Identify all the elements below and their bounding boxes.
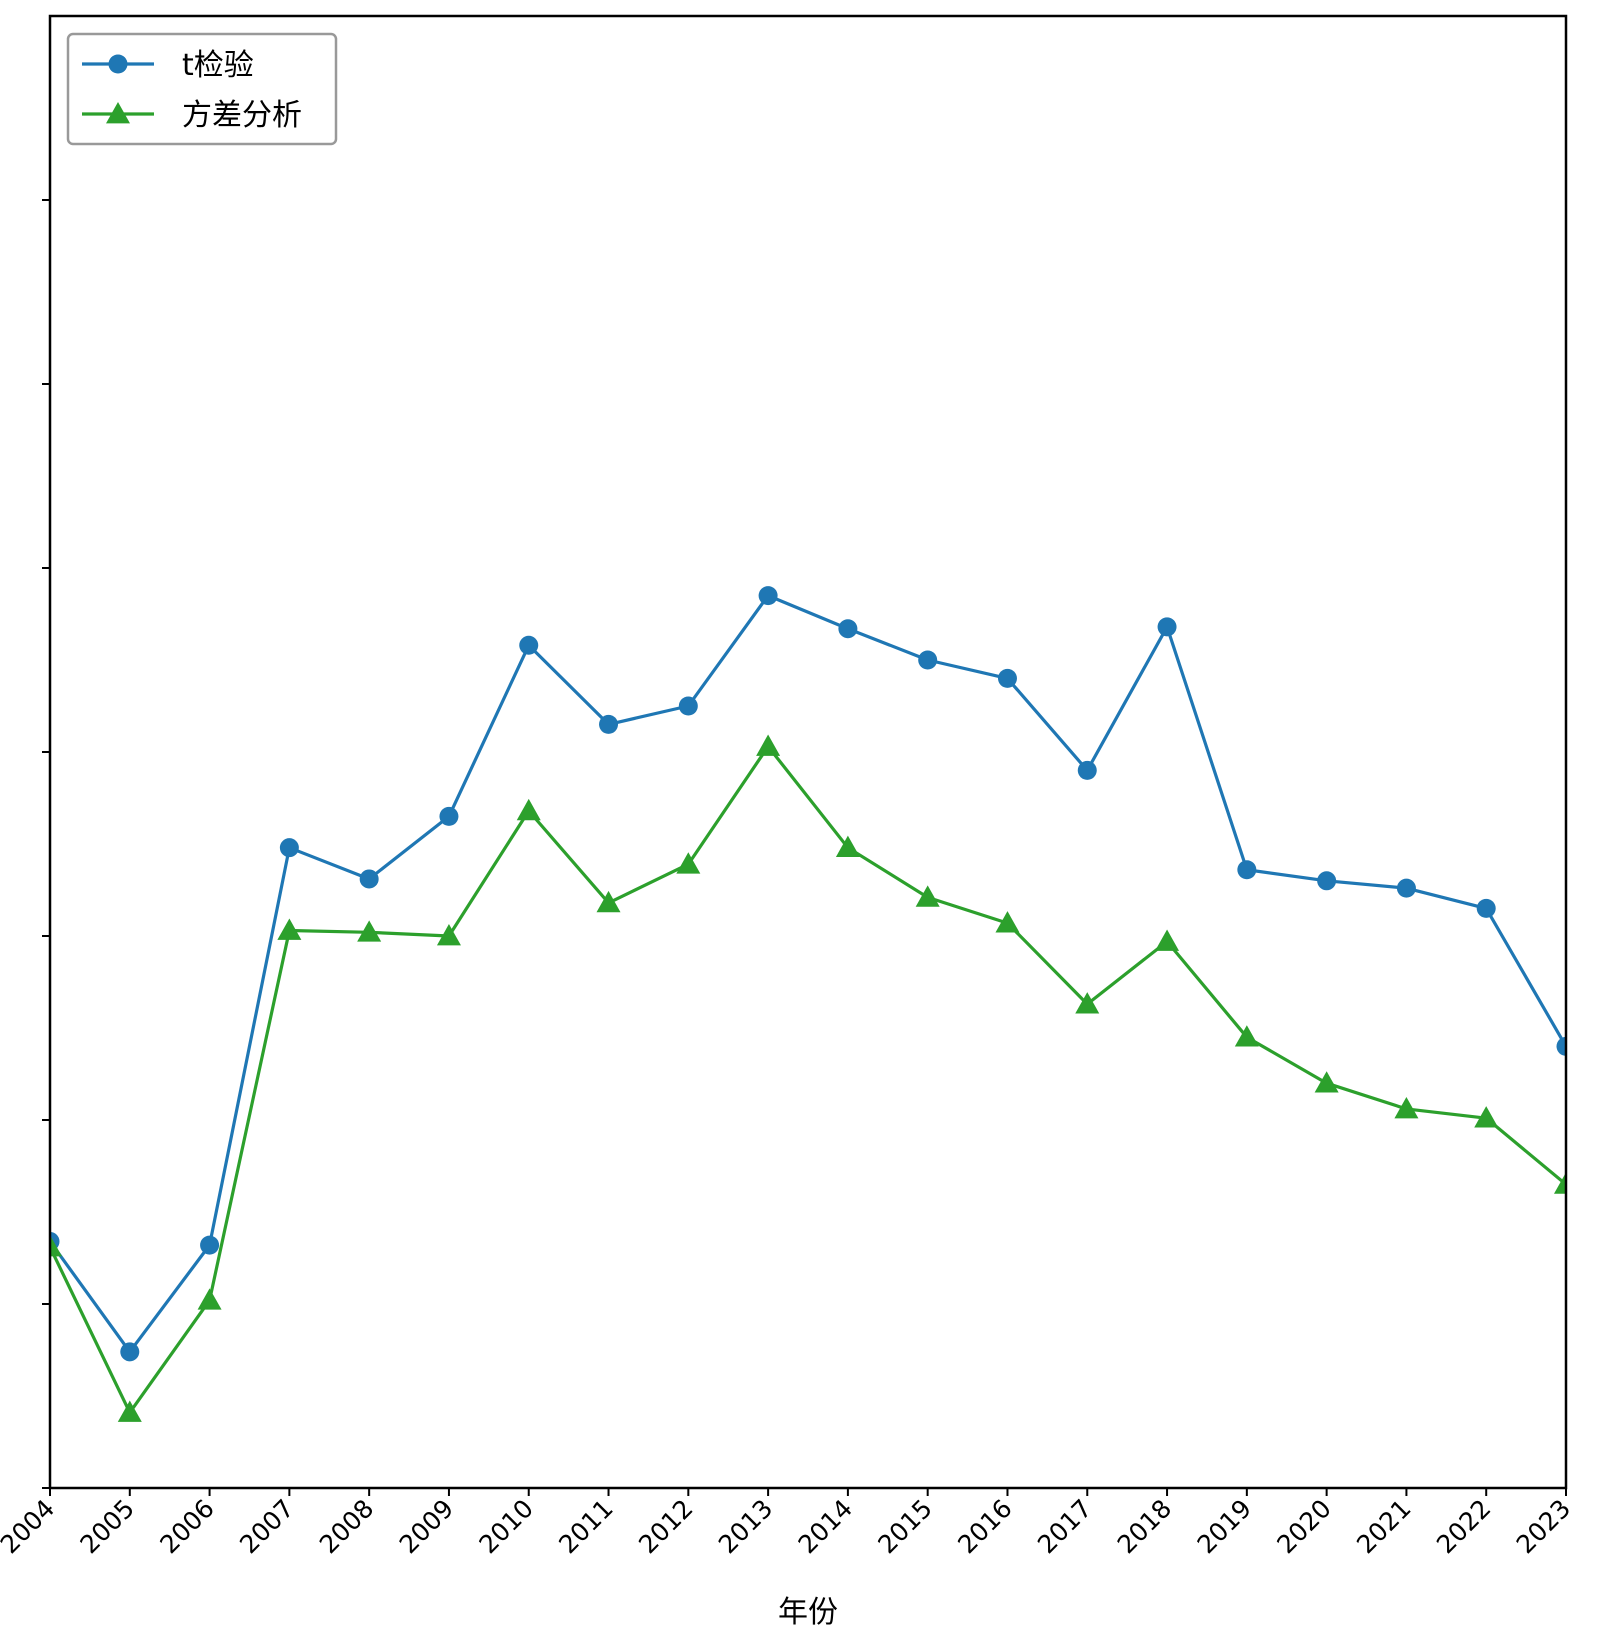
data-point — [1155, 929, 1180, 951]
data-point — [357, 920, 382, 942]
legend-item: 方差分析 — [82, 98, 302, 133]
x-tick-label: 2013 — [713, 1494, 778, 1559]
x-tick-label: 2010 — [473, 1494, 538, 1559]
data-point — [1317, 871, 1337, 891]
data-point — [1474, 1106, 1499, 1128]
data-point — [1396, 878, 1416, 898]
data-point — [1554, 1172, 1566, 1194]
x-tick-label: 2008 — [314, 1494, 379, 1559]
data-point — [1394, 1096, 1419, 1119]
data-point — [1234, 1025, 1259, 1047]
x-tick-label: 2012 — [633, 1494, 698, 1559]
plot-frame — [48, 14, 1568, 1490]
legend-item: t检验 — [82, 48, 254, 83]
x-tick-label: 2004 — [0, 1494, 60, 1559]
data-point — [50, 1234, 62, 1257]
data-point — [676, 852, 701, 874]
data-point — [279, 838, 299, 858]
data-point — [277, 918, 302, 940]
x-tick-label: 2021 — [1351, 1494, 1416, 1559]
data-point — [436, 924, 461, 946]
data-point — [599, 714, 619, 734]
data-point — [915, 885, 940, 907]
series-layer — [50, 586, 1566, 1422]
data-point — [439, 806, 459, 826]
data-point — [197, 1288, 222, 1310]
legend-marker — [106, 102, 130, 124]
data-point — [838, 619, 858, 639]
x-tick-label: 2006 — [154, 1494, 219, 1559]
legend-label: 方差分析 — [182, 98, 302, 133]
x-tick-label: 2005 — [75, 1494, 140, 1559]
x-tick-label: 2018 — [1112, 1494, 1177, 1559]
data-point — [995, 911, 1020, 933]
x-tick-label: 2017 — [1032, 1494, 1097, 1559]
data-point — [758, 586, 778, 606]
data-point — [1476, 898, 1496, 918]
data-point — [1077, 760, 1097, 780]
series-line — [50, 593, 1566, 1354]
series-line — [50, 744, 1566, 1415]
x-tick-label: 2019 — [1192, 1494, 1257, 1559]
legend-box — [66, 32, 338, 146]
data-point — [1157, 617, 1177, 637]
data-point — [519, 635, 539, 655]
legend-marker — [108, 54, 128, 74]
data-point — [1237, 860, 1257, 880]
data-point — [835, 835, 860, 858]
data-point — [1556, 1036, 1566, 1056]
data-point — [997, 668, 1017, 688]
data-point — [117, 1400, 142, 1422]
data-point — [918, 650, 938, 670]
x-tick-label: 2022 — [1431, 1494, 1496, 1559]
x-tick-label: 2014 — [793, 1494, 858, 1559]
x-tick-label: 2011 — [553, 1494, 618, 1559]
legend-label: t检验 — [182, 48, 254, 83]
data-point — [1314, 1071, 1339, 1093]
y-axis — [42, 199, 50, 1489]
data-point — [200, 1235, 220, 1255]
series-1 — [50, 586, 1566, 1362]
x-axis-title: 年份 — [778, 1595, 838, 1630]
data-point — [756, 734, 781, 756]
x-tick-label: 2009 — [394, 1494, 459, 1559]
data-point — [516, 798, 541, 821]
data-point — [359, 869, 379, 889]
x-axis: 2004 2005 2006 2007 2008 2009 2010 2011 2012 2013… — [0, 1488, 1576, 1559]
data-point — [678, 696, 698, 716]
x-tick-label: 2023 — [1511, 1494, 1576, 1559]
x-tick-label: 2020 — [1271, 1494, 1336, 1559]
data-point — [120, 1342, 140, 1362]
data-point — [1075, 992, 1100, 1014]
series-2 — [50, 734, 1566, 1422]
x-tick-label: 2015 — [872, 1494, 937, 1559]
x-tick-label: 2007 — [234, 1494, 299, 1559]
data-point — [596, 890, 621, 913]
x-tick-label: 2016 — [952, 1494, 1017, 1559]
